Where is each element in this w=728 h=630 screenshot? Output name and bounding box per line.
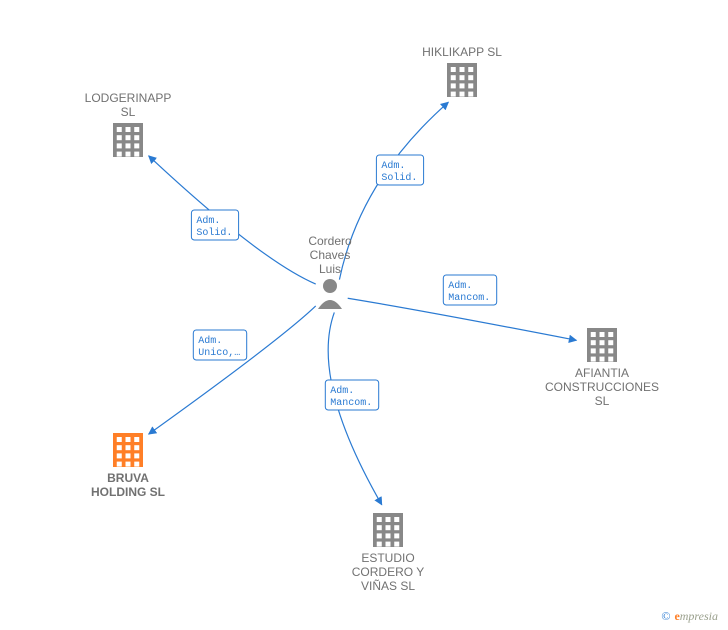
node-label: HOLDING SL: [91, 485, 165, 499]
network-diagram: Adm.Solid.Adm.Solid.Adm.Mancom.Adm.Unico…: [0, 0, 728, 630]
node-label: HIKLIKAPP SL: [422, 45, 502, 59]
person-icon: [318, 279, 342, 309]
node-label: SL: [595, 394, 610, 408]
node-label: LODGERINAPP: [85, 91, 172, 105]
edge: [339, 102, 448, 280]
building-icon: [587, 328, 617, 362]
building-icon: [447, 63, 477, 97]
edge-label-text: Adm.: [448, 280, 472, 292]
edge-label-text: Mancom.: [448, 293, 490, 304]
edge-label-text: Adm.: [330, 385, 354, 397]
copyright: ©empresia: [661, 609, 718, 624]
brand-rest: mpresia: [680, 609, 718, 623]
node-label: BRUVA: [107, 471, 149, 485]
node-label: AFIANTIA: [575, 366, 629, 380]
node-label: VIÑAS SL: [361, 579, 415, 593]
edge: [149, 306, 316, 434]
building-icon: [113, 123, 143, 157]
center-label: Chaves: [310, 248, 351, 262]
node-label: CONSTRUCCIONES: [545, 380, 659, 394]
center-label: Luis: [319, 262, 341, 276]
edge-label-text: Mancom.: [330, 398, 372, 409]
edge-label-text: Solid.: [381, 172, 417, 184]
center-label: Cordero: [308, 234, 352, 248]
edge-label-text: Adm.: [381, 160, 405, 172]
edge-label-text: Adm.: [196, 215, 220, 227]
building-icon: [373, 513, 403, 547]
node-label: SL: [121, 105, 136, 119]
edge-label-text: Unico,…: [198, 347, 240, 359]
edge-label-text: Adm.: [198, 335, 222, 347]
edge-label-text: Solid.: [196, 227, 232, 239]
node-label: CORDERO Y: [352, 565, 424, 579]
node-label: ESTUDIO: [361, 551, 414, 565]
copyright-symbol: ©: [661, 609, 670, 623]
building-icon: [113, 433, 143, 467]
